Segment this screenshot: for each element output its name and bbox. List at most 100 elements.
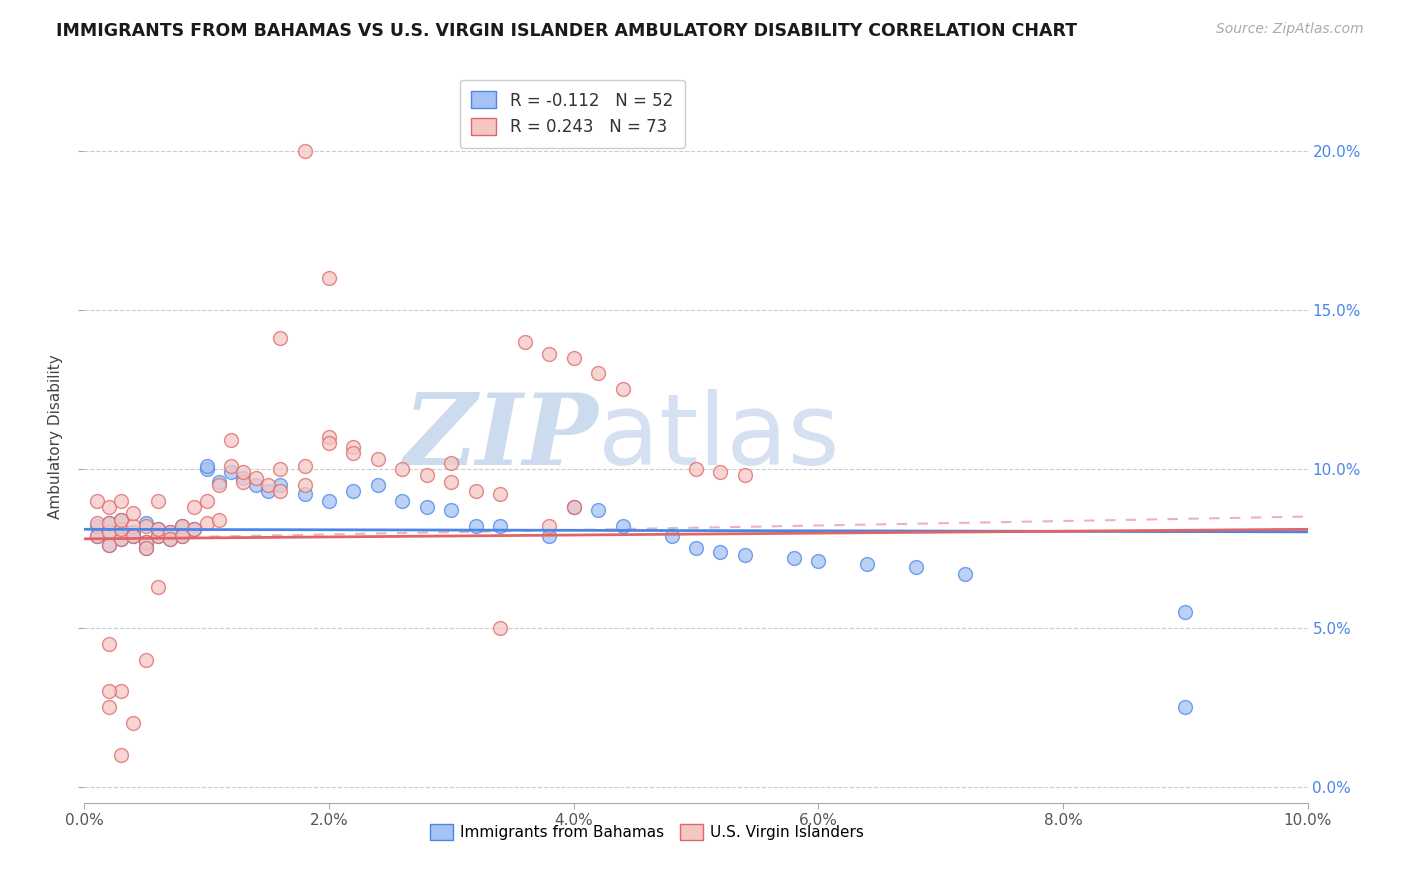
- Point: [464, 484, 486, 499]
- Point: [97, 700, 120, 714]
- Point: [856, 558, 879, 572]
- Point: [257, 477, 280, 491]
- Point: [159, 525, 181, 540]
- Point: [953, 566, 976, 581]
- Point: [513, 334, 536, 349]
- Point: [416, 468, 439, 483]
- Point: [172, 519, 194, 533]
- Point: [122, 529, 145, 543]
- Point: [195, 516, 218, 530]
- Point: [905, 560, 928, 574]
- Point: [183, 500, 205, 514]
- Point: [612, 519, 634, 533]
- Point: [685, 462, 707, 476]
- Point: [97, 525, 120, 540]
- Point: [97, 516, 120, 530]
- Point: [195, 493, 218, 508]
- Point: [146, 522, 169, 536]
- Point: [86, 529, 108, 543]
- Point: [391, 462, 413, 476]
- Point: [110, 522, 132, 536]
- Point: [135, 535, 157, 549]
- Point: [318, 436, 340, 450]
- Point: [269, 477, 291, 491]
- Point: [294, 144, 316, 158]
- Point: [122, 716, 145, 731]
- Point: [122, 507, 145, 521]
- Point: [538, 529, 561, 543]
- Point: [159, 532, 181, 546]
- Point: [110, 748, 132, 763]
- Point: [110, 513, 132, 527]
- Point: [110, 532, 132, 546]
- Point: [208, 475, 231, 489]
- Point: [97, 684, 120, 698]
- Point: [146, 529, 169, 543]
- Point: [318, 430, 340, 444]
- Point: [538, 519, 561, 533]
- Text: ZIP: ZIP: [404, 389, 598, 485]
- Point: [367, 452, 389, 467]
- Point: [110, 522, 132, 536]
- Point: [232, 475, 254, 489]
- Point: [135, 653, 157, 667]
- Point: [172, 529, 194, 543]
- Point: [245, 471, 267, 485]
- Point: [318, 271, 340, 285]
- Point: [86, 493, 108, 508]
- Y-axis label: Ambulatory Disability: Ambulatory Disability: [48, 355, 63, 519]
- Point: [1174, 605, 1197, 619]
- Point: [661, 529, 683, 543]
- Point: [245, 477, 267, 491]
- Point: [586, 503, 609, 517]
- Point: [734, 548, 756, 562]
- Point: [135, 516, 157, 530]
- Point: [416, 500, 439, 514]
- Point: [489, 519, 512, 533]
- Point: [172, 529, 194, 543]
- Point: [269, 484, 291, 499]
- Point: [183, 522, 205, 536]
- Point: [135, 541, 157, 556]
- Point: [1174, 700, 1197, 714]
- Point: [807, 554, 830, 568]
- Point: [685, 541, 707, 556]
- Point: [146, 529, 169, 543]
- Point: [110, 532, 132, 546]
- Point: [269, 331, 291, 345]
- Point: [294, 477, 316, 491]
- Point: [110, 513, 132, 527]
- Point: [208, 513, 231, 527]
- Point: [86, 519, 108, 533]
- Point: [734, 468, 756, 483]
- Point: [110, 684, 132, 698]
- Point: [135, 519, 157, 533]
- Point: [562, 351, 585, 365]
- Point: [367, 477, 389, 491]
- Point: [208, 477, 231, 491]
- Text: IMMIGRANTS FROM BAHAMAS VS U.S. VIRGIN ISLANDER AMBULATORY DISABILITY CORRELATIO: IMMIGRANTS FROM BAHAMAS VS U.S. VIRGIN I…: [56, 22, 1077, 40]
- Point: [709, 544, 731, 558]
- Point: [269, 462, 291, 476]
- Point: [97, 538, 120, 552]
- Point: [538, 347, 561, 361]
- Point: [232, 465, 254, 479]
- Point: [586, 367, 609, 381]
- Text: atlas: atlas: [598, 389, 839, 485]
- Point: [257, 484, 280, 499]
- Point: [97, 637, 120, 651]
- Point: [440, 475, 463, 489]
- Point: [219, 434, 242, 448]
- Point: [440, 503, 463, 517]
- Point: [122, 519, 145, 533]
- Point: [440, 456, 463, 470]
- Point: [146, 522, 169, 536]
- Point: [183, 522, 205, 536]
- Point: [232, 471, 254, 485]
- Point: [391, 493, 413, 508]
- Point: [612, 383, 634, 397]
- Point: [86, 516, 108, 530]
- Point: [135, 535, 157, 549]
- Point: [146, 580, 169, 594]
- Point: [97, 516, 120, 530]
